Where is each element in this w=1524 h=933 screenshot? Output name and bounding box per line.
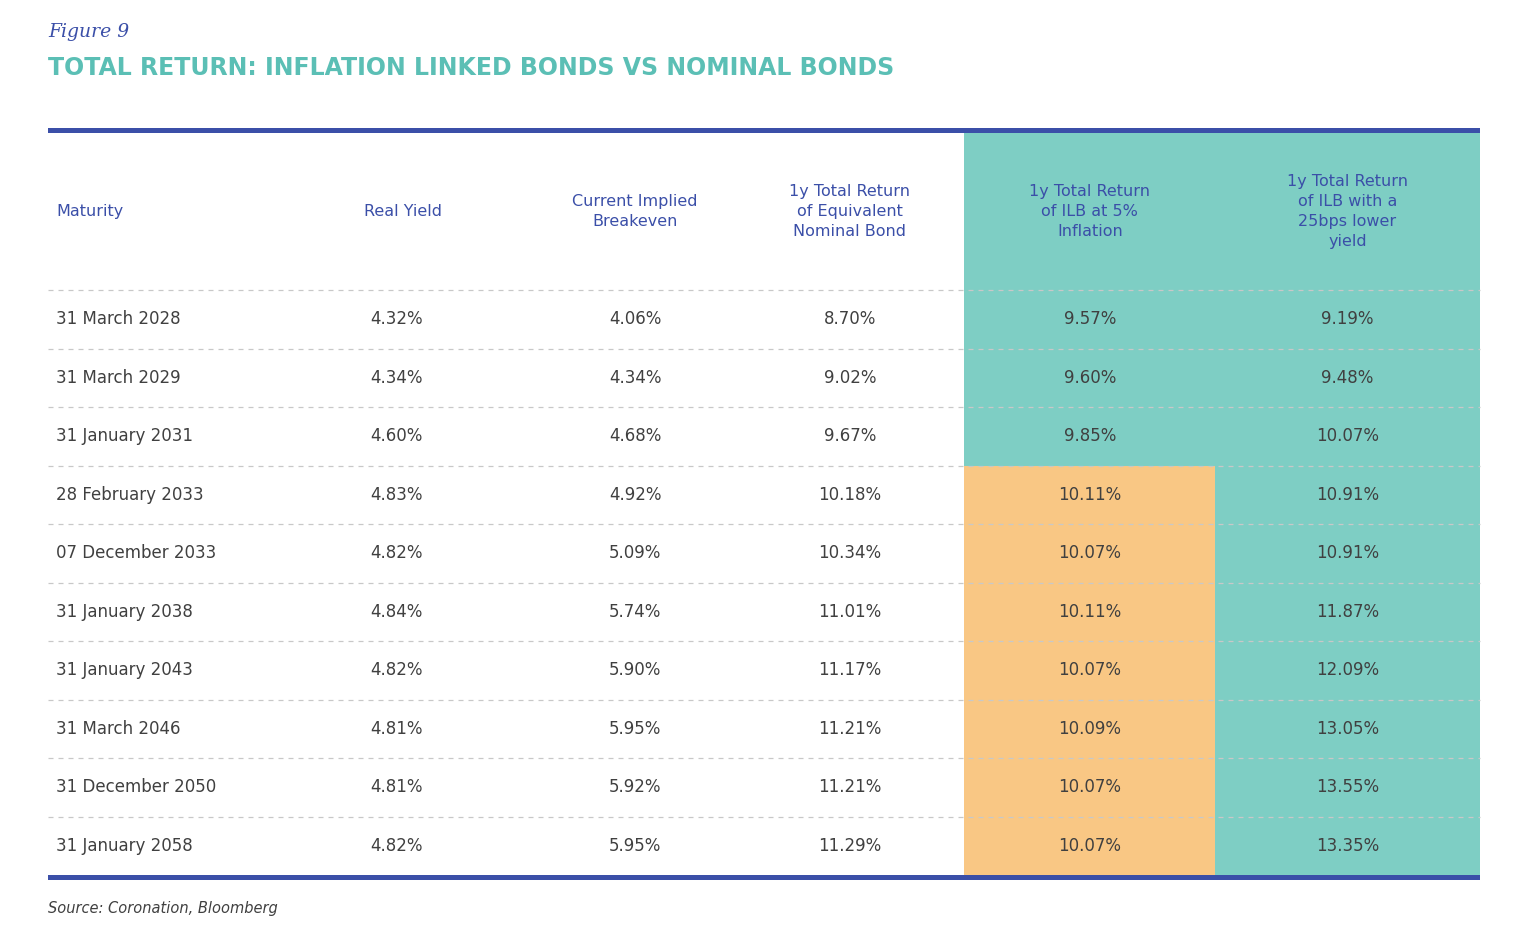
Text: 9.60%: 9.60%	[1064, 369, 1116, 387]
Text: 4.92%: 4.92%	[610, 486, 661, 504]
Bar	[1215, 700, 1480, 758]
Bar	[1215, 758, 1480, 816]
Bar	[47, 128, 1480, 133]
Text: 10.07%: 10.07%	[1058, 778, 1122, 796]
Text: 9.67%: 9.67%	[824, 427, 876, 445]
Text: 4.60%: 4.60%	[370, 427, 422, 445]
Text: 10.91%: 10.91%	[1317, 544, 1379, 563]
Text: 5.92%: 5.92%	[610, 778, 661, 796]
Bar	[1215, 816, 1480, 875]
Text: 9.85%: 9.85%	[1064, 427, 1116, 445]
Bar	[965, 816, 1215, 875]
Text: 11.21%: 11.21%	[818, 778, 881, 796]
Text: 11.87%: 11.87%	[1317, 603, 1379, 620]
Text: 10.07%: 10.07%	[1317, 427, 1379, 445]
Text: 13.35%: 13.35%	[1315, 837, 1379, 855]
Text: 31 January 2038: 31 January 2038	[56, 603, 194, 620]
Text: 10.07%: 10.07%	[1058, 661, 1122, 679]
Text: 9.19%: 9.19%	[1321, 311, 1373, 328]
Text: 07 December 2033: 07 December 2033	[56, 544, 216, 563]
Text: 31 March 2029: 31 March 2029	[56, 369, 181, 387]
Bar	[1215, 290, 1480, 349]
Text: 4.34%: 4.34%	[370, 369, 422, 387]
Text: 31 December 2050: 31 December 2050	[56, 778, 216, 796]
Text: Maturity: Maturity	[56, 204, 123, 219]
Text: Source: Coronation, Bloomberg: Source: Coronation, Bloomberg	[47, 900, 277, 915]
Text: 4.06%: 4.06%	[610, 311, 661, 328]
Bar	[965, 524, 1215, 582]
Text: 4.83%: 4.83%	[370, 486, 422, 504]
Text: 9.02%: 9.02%	[823, 369, 876, 387]
Text: 5.90%: 5.90%	[610, 661, 661, 679]
Bar	[1215, 466, 1480, 524]
Text: 4.82%: 4.82%	[370, 661, 422, 679]
Text: 9.48%: 9.48%	[1321, 369, 1373, 387]
Bar	[1215, 349, 1480, 407]
Text: 10.34%: 10.34%	[818, 544, 881, 563]
Text: 10.91%: 10.91%	[1317, 486, 1379, 504]
Bar	[965, 700, 1215, 758]
Text: 31 March 2028: 31 March 2028	[56, 311, 181, 328]
Bar	[965, 133, 1215, 290]
Text: 5.95%: 5.95%	[610, 719, 661, 738]
Text: 12.09%: 12.09%	[1317, 661, 1379, 679]
Text: 5.74%: 5.74%	[610, 603, 661, 620]
Text: 28 February 2033: 28 February 2033	[56, 486, 204, 504]
Text: 1y Total Return
of ILB at 5%
Inflation: 1y Total Return of ILB at 5% Inflation	[1029, 184, 1151, 239]
Text: Current Implied
Breakeven: Current Implied Breakeven	[573, 194, 698, 229]
Bar	[965, 466, 1215, 524]
Text: 31 January 2031: 31 January 2031	[56, 427, 194, 445]
Bar	[1215, 582, 1480, 641]
Text: 4.81%: 4.81%	[370, 778, 422, 796]
Text: 8.70%: 8.70%	[824, 311, 876, 328]
Bar	[965, 758, 1215, 816]
Text: 5.09%: 5.09%	[610, 544, 661, 563]
Text: 11.29%: 11.29%	[818, 837, 881, 855]
Text: 11.01%: 11.01%	[818, 603, 881, 620]
Bar	[965, 407, 1215, 466]
Text: 10.09%: 10.09%	[1058, 719, 1122, 738]
Bar	[965, 582, 1215, 641]
Bar	[1215, 641, 1480, 700]
Text: 4.82%: 4.82%	[370, 544, 422, 563]
Text: 11.21%: 11.21%	[818, 719, 881, 738]
Text: 10.11%: 10.11%	[1058, 486, 1122, 504]
Text: 11.17%: 11.17%	[818, 661, 881, 679]
Text: 4.34%: 4.34%	[610, 369, 661, 387]
Text: 10.18%: 10.18%	[818, 486, 881, 504]
Text: 4.84%: 4.84%	[370, 603, 422, 620]
Bar	[1215, 407, 1480, 466]
Text: 31 March 2046: 31 March 2046	[56, 719, 180, 738]
Bar	[1215, 133, 1480, 290]
Text: 1y Total Return
of Equivalent
Nominal Bond: 1y Total Return of Equivalent Nominal Bo…	[789, 184, 910, 239]
Text: 4.68%: 4.68%	[610, 427, 661, 445]
Text: 4.32%: 4.32%	[370, 311, 422, 328]
Text: TOTAL RETURN: INFLATION LINKED BONDS VS NOMINAL BONDS: TOTAL RETURN: INFLATION LINKED BONDS VS …	[47, 56, 895, 80]
Text: Real Yield: Real Yield	[364, 204, 442, 219]
Text: 10.07%: 10.07%	[1058, 544, 1122, 563]
Text: 13.55%: 13.55%	[1317, 778, 1379, 796]
Text: 13.05%: 13.05%	[1317, 719, 1379, 738]
Text: 31 January 2043: 31 January 2043	[56, 661, 194, 679]
Bar	[47, 875, 1480, 880]
Bar	[965, 290, 1215, 349]
Text: 1y Total Return
of ILB with a
25bps lower
yield: 1y Total Return of ILB with a 25bps lowe…	[1288, 174, 1408, 249]
Text: 4.82%: 4.82%	[370, 837, 422, 855]
Text: 9.57%: 9.57%	[1064, 311, 1116, 328]
Text: 10.11%: 10.11%	[1058, 603, 1122, 620]
Bar	[965, 349, 1215, 407]
Text: 31 January 2058: 31 January 2058	[56, 837, 192, 855]
Bar	[1215, 524, 1480, 582]
Text: 4.81%: 4.81%	[370, 719, 422, 738]
Bar	[965, 641, 1215, 700]
Text: 5.95%: 5.95%	[610, 837, 661, 855]
Text: Figure 9: Figure 9	[47, 23, 130, 41]
Text: 10.07%: 10.07%	[1058, 837, 1122, 855]
